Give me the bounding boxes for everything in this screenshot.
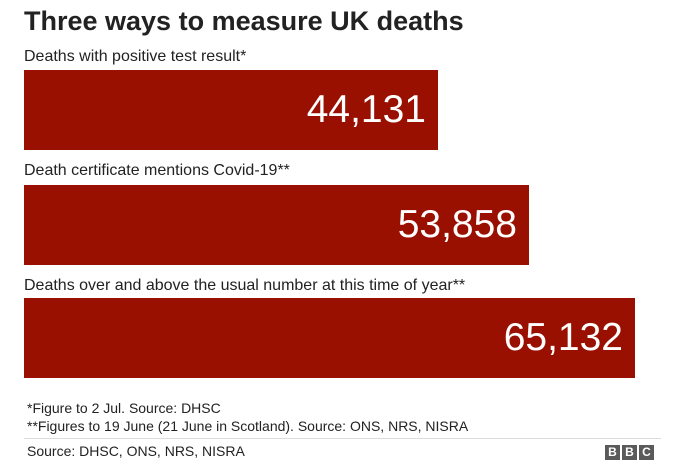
bar-2: 53,858 (24, 185, 529, 265)
bar-value-label-1: 44,131 (306, 88, 426, 131)
source-text: Source: DHSC, ONS, NRS, NISRA (27, 443, 245, 459)
bar-chart: Deaths with positive test result* 44,131 D… (24, 48, 635, 378)
bbc-logo: B B C (605, 445, 654, 460)
bar-3: 65,132 (24, 298, 635, 378)
bbc-logo-letter-3: C (639, 445, 654, 460)
footnote-2: **Figures to 19 June (21 June in Scotlan… (27, 418, 469, 434)
bar-value-label-3: 65,132 (503, 316, 623, 359)
bar-label-1: Deaths with positive test result* (24, 48, 247, 65)
footer-divider (24, 438, 661, 439)
footnote-1: *Figure to 2 Jul. Source: DHSC (27, 400, 221, 416)
chart-title: Three ways to measure UK deaths (24, 6, 464, 36)
bbc-logo-letter-2: B (622, 445, 637, 460)
bar-label-3: Deaths over and above the usual number a… (24, 277, 466, 294)
bbc-logo-letter-1: B (605, 445, 620, 460)
bar-1: 44,131 (24, 70, 438, 150)
bar-label-2: Death certificate mentions Covid-19** (24, 162, 290, 179)
bar-value-label-2: 53,858 (397, 203, 517, 246)
